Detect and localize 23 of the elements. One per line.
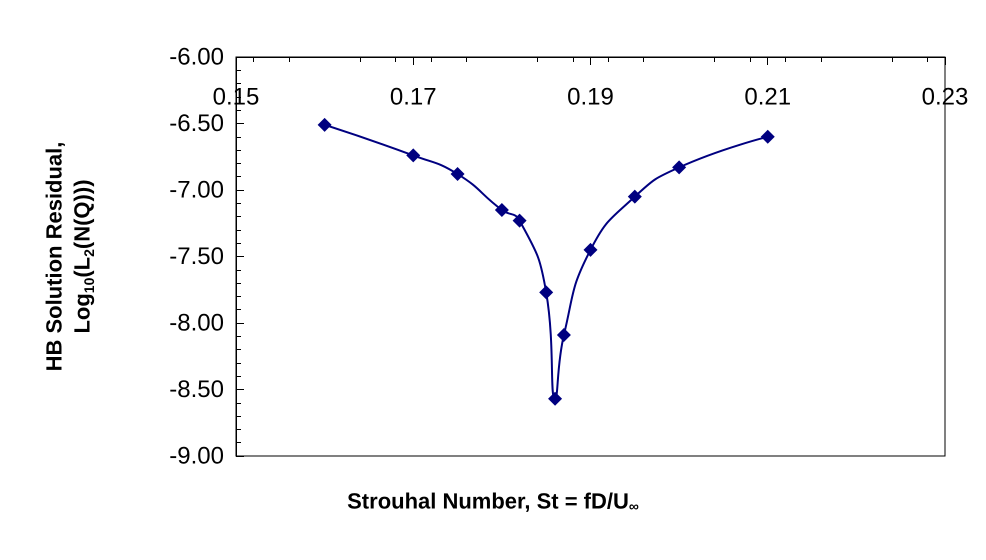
- y-tick-label: -7.50: [169, 243, 224, 270]
- point: [548, 392, 562, 406]
- point: [450, 167, 465, 182]
- point: [760, 130, 775, 144]
- point: [406, 148, 420, 162]
- point: [556, 328, 571, 342]
- x-axis-title: Strouhal Number, St = fD/U∞: [347, 488, 639, 514]
- y-tick-label: -8.50: [169, 376, 224, 403]
- point: [318, 118, 332, 132]
- point: [628, 190, 642, 204]
- point: [584, 242, 598, 257]
- y-tick-label: -7.00: [169, 176, 224, 204]
- y-tick-label: -6.50: [169, 110, 224, 137]
- x-tick-label: 0.17: [390, 84, 437, 110]
- point: [494, 202, 509, 217]
- y-tick-label: -9.00: [169, 442, 224, 470]
- y-tick-label: -6.00: [169, 44, 224, 70]
- point: [672, 160, 686, 174]
- point: [539, 285, 554, 300]
- y-tick-label: -8.00: [169, 310, 224, 336]
- x-tick-label: 0.19: [567, 84, 614, 110]
- point: [512, 214, 527, 228]
- x-tick-label: 0.21: [744, 84, 792, 110]
